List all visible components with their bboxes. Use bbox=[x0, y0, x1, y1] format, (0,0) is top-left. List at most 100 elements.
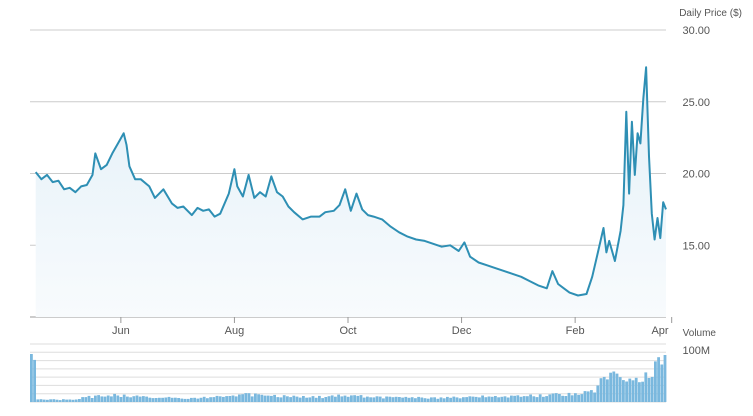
volume-bar bbox=[490, 396, 494, 402]
volume-bar bbox=[199, 397, 203, 402]
price-tick-label: 25.00 bbox=[682, 97, 710, 109]
volume-bar bbox=[570, 395, 574, 402]
volume-bar bbox=[497, 397, 500, 402]
volume-bar bbox=[382, 398, 385, 402]
volume-bar bbox=[375, 396, 379, 402]
volume-gridlines bbox=[30, 343, 666, 403]
volume-bar bbox=[97, 395, 100, 402]
price-tick-label: 30.00 bbox=[682, 25, 710, 37]
volume-bar bbox=[186, 398, 190, 402]
volume-bar bbox=[292, 395, 296, 402]
volume-bar bbox=[522, 396, 526, 402]
volume-bar bbox=[385, 396, 388, 402]
volume-bar bbox=[174, 397, 177, 402]
volume-bar bbox=[554, 393, 558, 402]
volume-bar bbox=[481, 395, 484, 402]
price-area-fill bbox=[35, 67, 666, 317]
volume-bar bbox=[468, 396, 472, 402]
volume-bar bbox=[103, 396, 107, 402]
volume-bar bbox=[391, 397, 395, 402]
volume-bar bbox=[606, 379, 609, 402]
volume-bar bbox=[330, 395, 334, 402]
volume-bar bbox=[602, 376, 606, 402]
volume-bar bbox=[273, 394, 276, 402]
volume-bar bbox=[100, 396, 104, 402]
volume-bar bbox=[663, 355, 667, 402]
volume-bar bbox=[190, 397, 193, 402]
volume-bar bbox=[609, 372, 612, 402]
volume-bar bbox=[465, 397, 468, 402]
volume-bar bbox=[39, 399, 43, 402]
volume-bar bbox=[369, 397, 372, 402]
volume-bar bbox=[586, 391, 590, 402]
price-tick-label: 20.00 bbox=[682, 169, 710, 181]
volume-bar bbox=[218, 396, 222, 402]
volume-bar bbox=[660, 364, 664, 402]
time-tick-label: Oct bbox=[339, 325, 356, 337]
volume-bar bbox=[574, 393, 577, 402]
volume-bar bbox=[250, 396, 254, 402]
volume-bar bbox=[455, 397, 459, 402]
volume-bar bbox=[266, 395, 270, 402]
volume-bar bbox=[90, 398, 94, 402]
volume-bar bbox=[388, 396, 392, 402]
volume-bar bbox=[119, 397, 123, 402]
volume-bar bbox=[321, 398, 324, 402]
volume-bar bbox=[657, 357, 660, 402]
volume-bar bbox=[564, 396, 568, 402]
volume-bar bbox=[106, 395, 110, 402]
volume-bar bbox=[196, 398, 200, 402]
volume-bar bbox=[474, 396, 478, 402]
volume-bar bbox=[276, 397, 280, 402]
volume-bar bbox=[494, 396, 497, 402]
volume-bar bbox=[458, 398, 462, 402]
volume-bar bbox=[167, 396, 171, 402]
volume-bars bbox=[30, 354, 667, 402]
volume-bar bbox=[398, 397, 401, 402]
volume-bar bbox=[42, 399, 46, 402]
time-tick-label: Dec bbox=[452, 325, 472, 337]
volume-bar bbox=[407, 397, 411, 402]
volume-bar bbox=[410, 397, 414, 402]
volume-bar bbox=[631, 380, 635, 402]
volume-bar bbox=[414, 398, 417, 402]
volume-bar bbox=[401, 397, 404, 402]
volume-bar bbox=[551, 393, 555, 402]
volume-bar bbox=[510, 395, 513, 402]
volume-bar bbox=[372, 397, 376, 402]
volume-bar bbox=[442, 398, 446, 402]
volume-bar bbox=[356, 395, 360, 402]
volume-bar bbox=[446, 396, 449, 402]
volume-bar bbox=[154, 398, 158, 402]
volume-bar bbox=[279, 397, 283, 402]
volume-bar bbox=[110, 396, 113, 402]
volume-bar bbox=[324, 397, 328, 402]
volume-bar bbox=[295, 396, 299, 402]
volume-bar bbox=[516, 395, 520, 402]
volume-bar bbox=[183, 398, 187, 402]
volume-bar bbox=[366, 396, 369, 402]
volume-bar bbox=[567, 392, 571, 402]
volume-bar bbox=[634, 377, 638, 402]
volume-bar bbox=[286, 396, 289, 402]
volume-bar bbox=[580, 394, 584, 402]
volume-bar bbox=[161, 397, 164, 402]
volume-bar bbox=[302, 396, 305, 402]
volume-bar bbox=[270, 395, 273, 402]
volume-bar bbox=[62, 399, 65, 402]
volume-bar bbox=[244, 393, 248, 402]
volume-bar bbox=[116, 395, 120, 402]
volume-bar bbox=[346, 396, 350, 402]
volume-bar bbox=[158, 397, 161, 402]
volume-bar bbox=[209, 397, 212, 402]
volume-bar bbox=[263, 395, 267, 402]
time-tick-label: Aug bbox=[225, 325, 245, 337]
volume-bar bbox=[145, 396, 148, 402]
volume-bar bbox=[593, 392, 596, 402]
volume-bar bbox=[225, 396, 228, 402]
volume-bar bbox=[126, 396, 129, 402]
volume-bar bbox=[113, 393, 116, 402]
volume-bar bbox=[542, 396, 545, 402]
volume-bar bbox=[532, 396, 536, 402]
volume-bar bbox=[164, 397, 168, 402]
